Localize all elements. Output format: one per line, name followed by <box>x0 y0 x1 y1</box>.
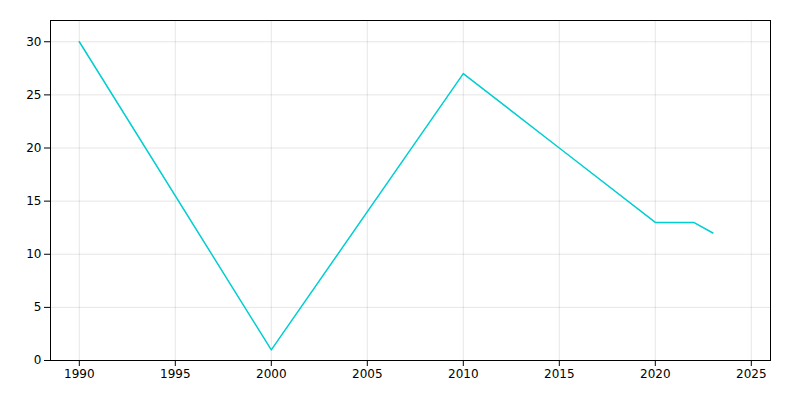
svg-text:2025: 2025 <box>736 367 767 381</box>
svg-text:20: 20 <box>26 141 41 155</box>
svg-text:1990: 1990 <box>64 367 95 381</box>
svg-text:2000: 2000 <box>256 367 287 381</box>
svg-text:15: 15 <box>26 194 41 208</box>
svg-text:30: 30 <box>26 35 41 49</box>
svg-text:2005: 2005 <box>352 367 383 381</box>
svg-text:2015: 2015 <box>544 367 575 381</box>
svg-text:1995: 1995 <box>160 367 191 381</box>
svg-text:0: 0 <box>34 353 42 367</box>
svg-text:10: 10 <box>26 247 41 261</box>
svg-text:2010: 2010 <box>448 367 479 381</box>
svg-text:5: 5 <box>34 300 42 314</box>
svg-text:25: 25 <box>26 88 41 102</box>
svg-text:2020: 2020 <box>640 367 671 381</box>
